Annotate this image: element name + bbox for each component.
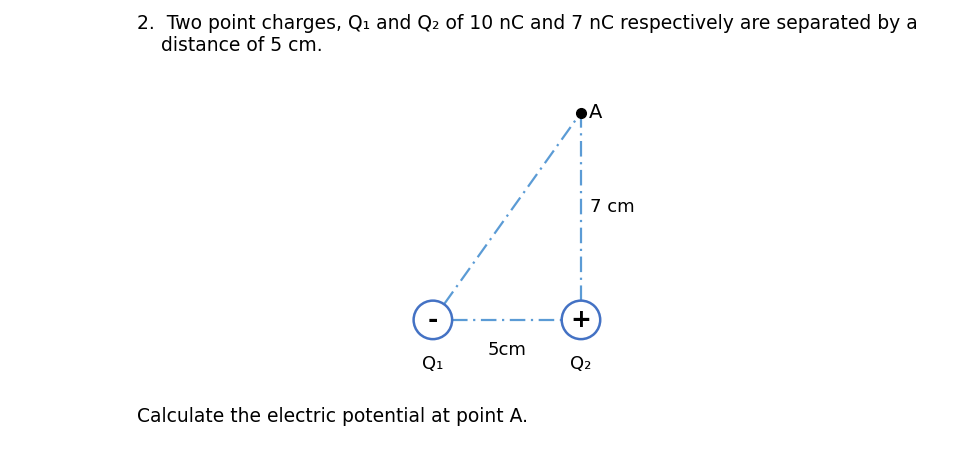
Text: -: - xyxy=(427,308,438,332)
Text: +: + xyxy=(571,308,591,332)
Text: 7 cm: 7 cm xyxy=(590,198,635,216)
Text: A: A xyxy=(590,103,602,122)
Text: Calculate the electric potential at point A.: Calculate the electric potential at poin… xyxy=(137,407,528,426)
Text: 5cm: 5cm xyxy=(487,341,526,359)
Text: 2.  Two point charges, Q₁ and Q₂ of 10 nC and 7 nC respectively are separated by: 2. Two point charges, Q₁ and Q₂ of 10 nC… xyxy=(137,14,917,55)
Text: Q₁: Q₁ xyxy=(423,356,443,373)
Text: Q₂: Q₂ xyxy=(570,356,591,373)
